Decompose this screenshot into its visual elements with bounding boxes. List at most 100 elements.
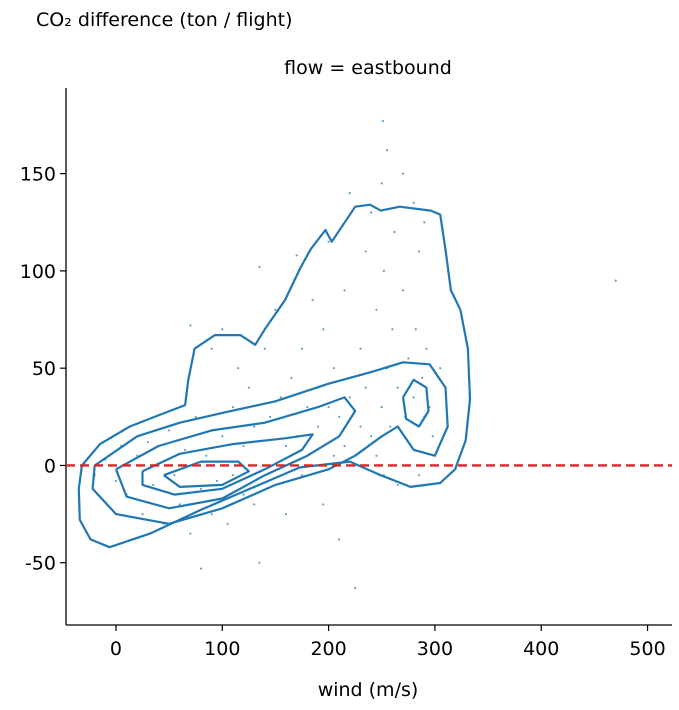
scatter-point — [396, 386, 399, 389]
y-tick-label: -50 — [25, 553, 56, 575]
x-tick-label: 100 — [204, 638, 240, 660]
y-tick-label: 0 — [44, 455, 56, 477]
scatter-point — [173, 474, 176, 477]
chart-title: flow = eastbound — [284, 57, 452, 79]
scatter-point — [338, 538, 341, 541]
scatter-point — [253, 425, 256, 428]
density-contour — [163, 460, 250, 488]
x-tick-label: 0 — [110, 638, 122, 660]
scatter-point — [380, 182, 383, 185]
scatter-point — [412, 201, 415, 204]
scatter-point — [141, 512, 144, 516]
scatter-point — [316, 425, 320, 428]
x-axis-label: wind (m/s) — [318, 679, 419, 701]
scatter-point — [295, 254, 298, 257]
scatter-point — [210, 347, 213, 350]
scatter-point — [189, 532, 192, 535]
scatter-point — [300, 347, 304, 350]
scatter-point — [327, 405, 330, 409]
scatter-point — [364, 250, 367, 253]
scatter-point — [338, 415, 341, 418]
scatter-point — [210, 512, 213, 516]
scatter-point — [382, 269, 385, 272]
scatter-point — [231, 474, 235, 477]
scatter-point — [242, 493, 245, 496]
scatter-point — [359, 347, 362, 350]
scatter-point — [221, 328, 224, 331]
scatter-point — [311, 298, 314, 302]
x-tick-label: 500 — [629, 638, 665, 660]
density-contour — [77, 203, 472, 549]
scatter-point — [194, 415, 197, 418]
scatter-point — [389, 425, 392, 428]
scatter-point — [407, 357, 410, 360]
scatter-point — [306, 405, 309, 409]
x-tick-label: 400 — [523, 638, 559, 660]
scatter-point — [263, 347, 266, 350]
scatter-point — [348, 191, 351, 195]
y-tick-label: 50 — [32, 358, 56, 380]
density-contour — [141, 433, 314, 496]
scatter-point — [327, 240, 330, 243]
scatter-point — [343, 289, 346, 292]
scatter-point — [417, 250, 421, 253]
scatter-point — [425, 347, 428, 350]
scatter-point — [253, 503, 256, 506]
scatter-point — [178, 503, 181, 506]
scatter-point — [322, 503, 325, 506]
y-tick-label: 150 — [20, 164, 56, 186]
scatter-point — [375, 308, 378, 311]
scatter-point — [205, 454, 208, 457]
scatter-point — [423, 221, 426, 224]
scatter-point — [322, 328, 325, 331]
scatter-point — [348, 396, 351, 399]
scatter-point — [274, 308, 277, 311]
scatter-point — [431, 435, 434, 438]
scatter-point — [152, 483, 155, 487]
y-tick-label: 100 — [20, 261, 56, 283]
scatter-point — [354, 586, 357, 590]
scatter-point — [221, 435, 224, 438]
scatter-point — [417, 474, 421, 477]
scatter-point — [370, 435, 373, 438]
scatter-point — [412, 396, 415, 399]
x-tick-label: 200 — [310, 638, 346, 660]
scatter-point — [247, 386, 250, 389]
density-contour — [91, 361, 449, 525]
scatter-point — [364, 386, 367, 389]
scatter-point — [269, 415, 272, 418]
scatter-point — [401, 289, 405, 292]
scatter-point — [614, 279, 617, 282]
scatter-point — [375, 454, 378, 457]
scatter-point — [284, 444, 288, 448]
scatter-point — [168, 429, 171, 432]
scatter-point — [258, 561, 261, 564]
scatter-point — [242, 444, 245, 448]
scatter-point — [414, 328, 417, 331]
scatter-point — [237, 367, 240, 370]
scatter-point — [381, 119, 384, 123]
scatter-point — [189, 324, 192, 327]
scatter-point — [401, 172, 405, 175]
density-contour — [114, 396, 357, 510]
scatter-point — [258, 265, 261, 269]
scatter-point — [359, 425, 362, 428]
scatter-point — [396, 483, 399, 487]
scatter-point — [332, 454, 336, 457]
scatter-point — [279, 396, 282, 399]
scatter-point — [393, 230, 396, 234]
scatter-point — [421, 376, 424, 380]
scatter-point — [290, 376, 293, 380]
scatter-point — [226, 522, 229, 525]
scatter-point — [199, 567, 203, 570]
scatter-point — [343, 444, 346, 448]
scatter-point — [332, 367, 336, 370]
scatter-point — [199, 487, 203, 490]
scatter-point — [439, 367, 442, 370]
y-axis-label: CO₂ difference (ton / flight) — [36, 9, 293, 31]
scatter-point — [385, 149, 389, 152]
scatter-point — [391, 328, 394, 331]
x-tick-label: 300 — [417, 638, 453, 660]
density-contour — [401, 378, 430, 428]
